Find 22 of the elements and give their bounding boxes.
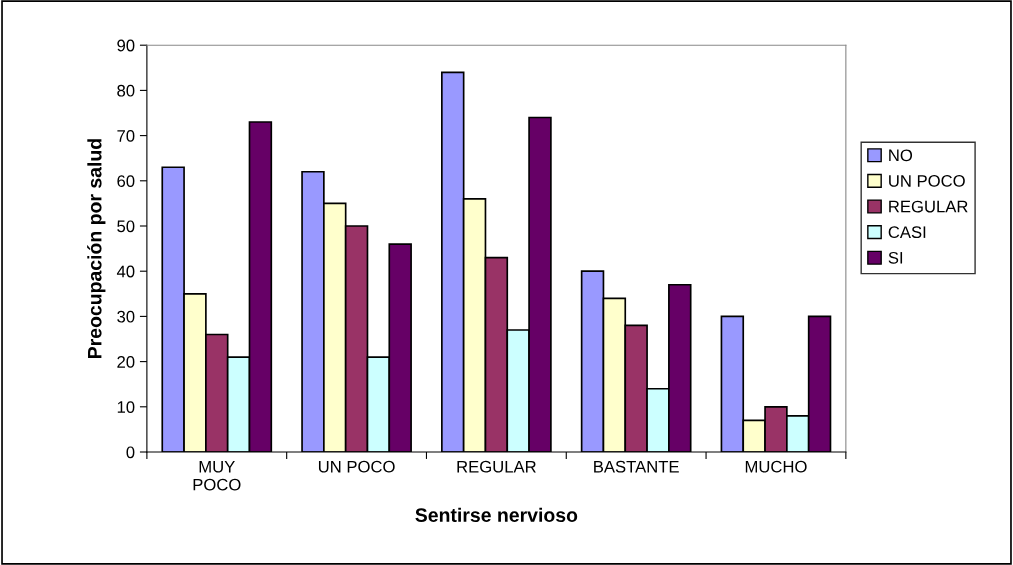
y-tick-label: 30: [117, 310, 135, 323]
x-tick-label: BASTANTE: [594, 460, 679, 473]
y-tick-label: 50: [117, 220, 135, 233]
y-tick-label: 70: [117, 130, 135, 142]
y-axis-title: Preocupación por salud: [87, 139, 106, 359]
y-tick-label: 10: [117, 401, 135, 413]
x-tick-label: REGULAR: [457, 460, 536, 473]
x-axis-title: Sentirse nervioso: [415, 507, 578, 522]
y-tick-label: 90: [117, 39, 135, 52]
x-tick-label: MUY POCO: [193, 460, 241, 491]
legend-label: UN POCO: [889, 175, 965, 187]
y-tick-label: 20: [117, 356, 135, 368]
y-tick-label: 0: [126, 446, 135, 459]
legend-label: SI: [888, 251, 903, 264]
y-tick-label: 80: [117, 84, 135, 97]
x-tick-label: MUCHO: [745, 460, 807, 473]
x-tick-label: UN POCO: [318, 460, 395, 473]
legend-label: NO: [889, 149, 913, 162]
legend-label: REGULAR: [889, 200, 968, 213]
y-tick-label: 60: [117, 175, 135, 187]
y-tick-label: 40: [116, 265, 135, 278]
legend-label: CASI: [888, 226, 926, 239]
